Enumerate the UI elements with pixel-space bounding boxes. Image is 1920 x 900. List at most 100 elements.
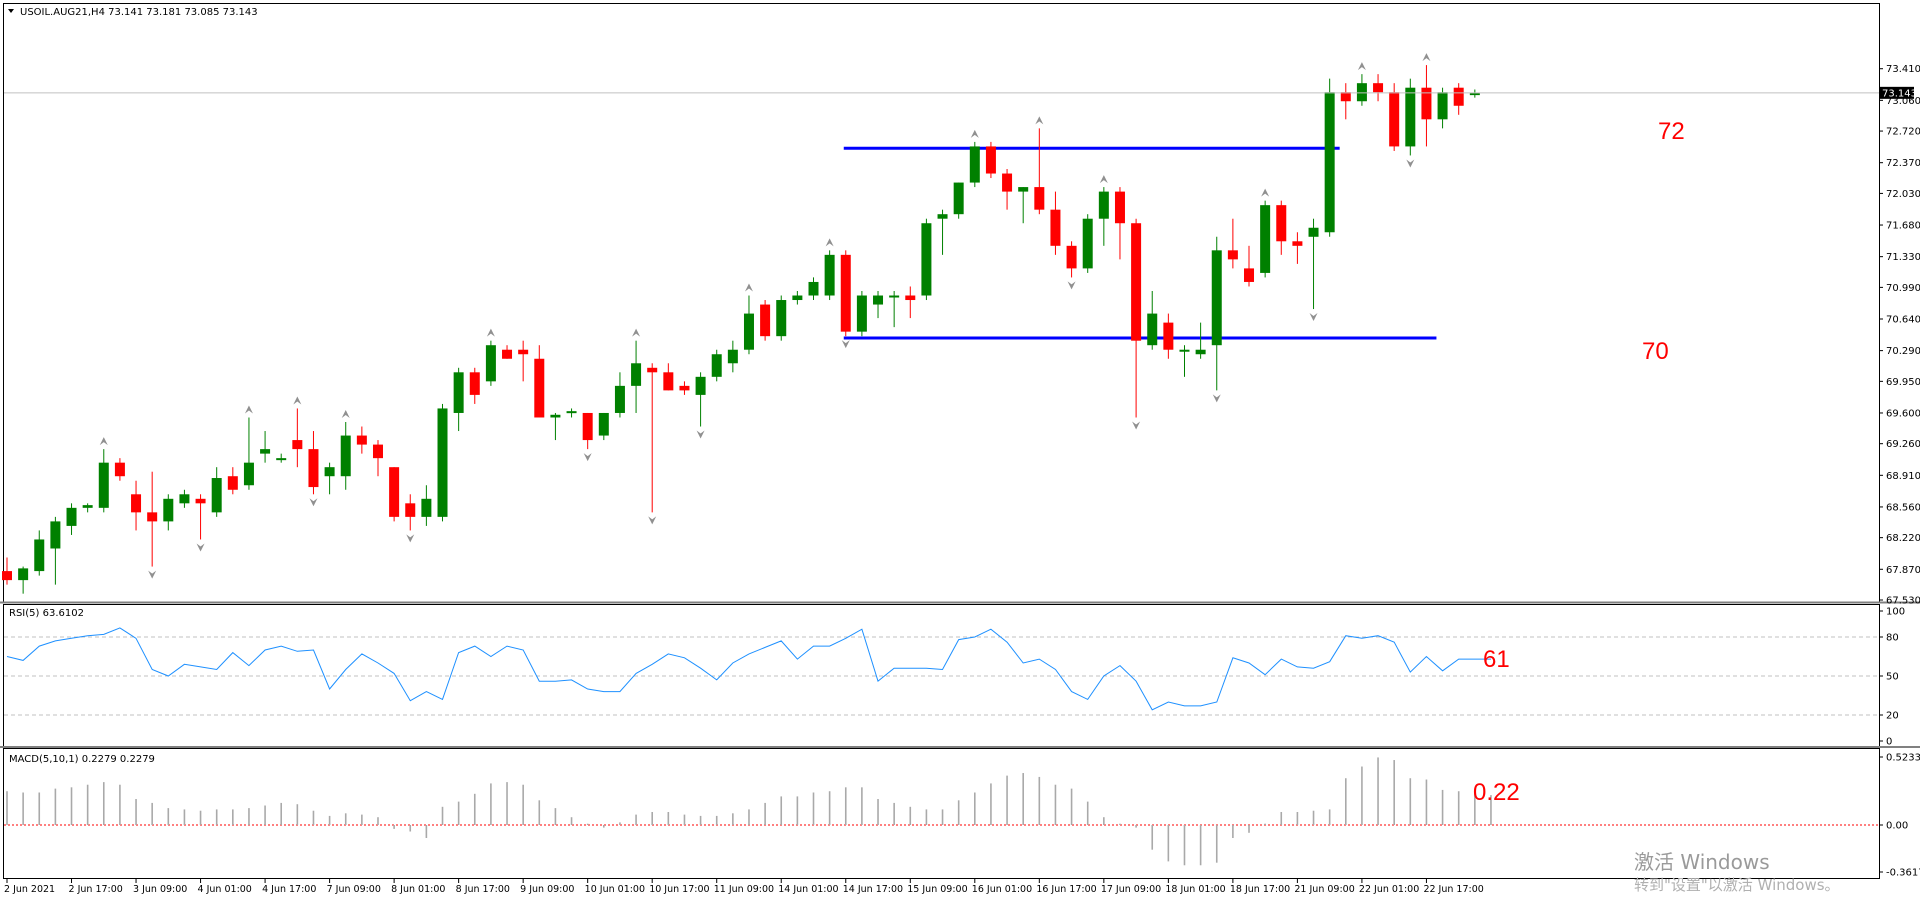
candle-bear xyxy=(389,467,400,517)
windows-activation-subtitle: 转到"设置"以激活 Windows。 xyxy=(1634,876,1840,894)
candle-bull xyxy=(1098,191,1109,219)
price-tick-label: 71.680 xyxy=(1886,221,1920,232)
candle-bull xyxy=(550,414,561,418)
candle-bull xyxy=(1018,187,1029,192)
price-tick-label: 68.910 xyxy=(1886,471,1920,482)
fractal-up-arrow xyxy=(1422,53,1431,62)
fractal-arrows xyxy=(99,53,1431,579)
macd-tick-label: 0.00 xyxy=(1886,820,1908,831)
candle-bear xyxy=(679,385,690,391)
candle-bull xyxy=(1405,87,1416,147)
candle-bull xyxy=(873,295,884,305)
annotation-level-70: 70 xyxy=(1642,338,1669,365)
candle-bear xyxy=(1421,87,1432,120)
price-tick-label: 73.060 xyxy=(1886,96,1920,107)
time-tick-label: 8 Jun 01:00 xyxy=(391,884,445,895)
candle-bull xyxy=(1179,349,1190,352)
collapse-triangle-icon[interactable] xyxy=(8,9,14,13)
candle-bear xyxy=(114,462,125,477)
candle-bull xyxy=(1147,313,1158,346)
candle-bull xyxy=(1211,250,1222,346)
candle-bull xyxy=(1324,92,1335,233)
candle-bear xyxy=(985,146,996,174)
candle-bull xyxy=(631,363,642,386)
candle-bear xyxy=(840,254,851,332)
time-tick-label: 14 Jun 17:00 xyxy=(843,884,903,895)
candle-bear xyxy=(1389,92,1400,147)
candle-bear xyxy=(195,498,206,504)
time-tick-label: 22 Jun 17:00 xyxy=(1423,884,1483,895)
time-tick-label: 4 Jun 17:00 xyxy=(262,884,316,895)
time-tick-label: 8 Jun 17:00 xyxy=(456,884,510,895)
fractal-up-arrow xyxy=(1261,188,1270,197)
price-tick-label: 70.990 xyxy=(1886,283,1920,294)
candle-bear xyxy=(582,412,593,441)
price-tick-label: 72.370 xyxy=(1886,158,1920,169)
candle-bear xyxy=(760,304,771,337)
candle-bear xyxy=(405,503,416,517)
price-tick-label: 70.640 xyxy=(1886,315,1920,326)
rsi-tick-label: 0 xyxy=(1886,737,1892,748)
candle-bull xyxy=(921,223,932,296)
price-tick-label: 72.030 xyxy=(1886,189,1920,200)
time-tick-label: 7 Jun 09:00 xyxy=(327,884,381,895)
time-tick-label: 10 Jun 17:00 xyxy=(649,884,709,895)
symbol-info: USOIL.AUG21,H4 73.141 73.181 73.085 73.1… xyxy=(20,7,258,18)
time-tick-label: 3 Jun 09:00 xyxy=(133,884,187,895)
candle-bear xyxy=(469,372,480,395)
candle-bear xyxy=(292,440,303,450)
candle-bull xyxy=(969,146,980,183)
time-tick-label: 16 Jun 17:00 xyxy=(1036,884,1096,895)
candle-bull xyxy=(856,295,867,332)
candle-bull xyxy=(937,214,948,219)
candle-bull xyxy=(50,521,61,549)
rsi-tick-label: 100 xyxy=(1886,607,1905,618)
fractal-up-arrow xyxy=(632,328,641,337)
candle-bull xyxy=(421,498,432,517)
candle-bull xyxy=(485,345,496,382)
fractal-up-arrow xyxy=(486,328,495,337)
candle-bear xyxy=(663,372,674,391)
rsi-tick-label: 80 xyxy=(1886,633,1899,644)
fractal-up-arrow xyxy=(970,129,979,138)
candle-bull xyxy=(18,568,29,581)
candle-bear xyxy=(2,571,12,581)
current-price-label: 73.143 xyxy=(1882,88,1917,99)
candle-bull xyxy=(695,376,706,395)
annotation-macd-value: 0.22 xyxy=(1473,779,1520,806)
price-tick-label: 67.530 xyxy=(1886,596,1920,607)
candle-bull xyxy=(98,462,109,508)
candle-bull xyxy=(324,467,335,477)
candle-bear xyxy=(1453,87,1464,106)
candle-bull xyxy=(66,507,77,526)
candle-bull xyxy=(340,435,351,477)
fractal-up-arrow xyxy=(1099,175,1108,184)
candle-bear xyxy=(1066,245,1077,269)
annotation-rsi-value: 61 xyxy=(1483,646,1510,673)
fractal-up-arrow xyxy=(1035,116,1044,125)
candle-bear xyxy=(1340,92,1351,102)
candle-bear xyxy=(1292,241,1303,246)
candle-bear xyxy=(147,512,158,522)
fractal-down-arrow xyxy=(309,498,318,507)
time-tick-label: 14 Jun 01:00 xyxy=(778,884,838,895)
fractal-down-arrow xyxy=(1132,421,1141,430)
macd-tick-label: 0.5233 xyxy=(1886,753,1920,764)
fractal-up-arrow xyxy=(825,238,834,247)
fractal-up-arrow xyxy=(99,437,108,446)
candle-bull xyxy=(179,494,190,504)
price-tick-label: 68.220 xyxy=(1886,533,1920,544)
time-tick-label: 17 Jun 09:00 xyxy=(1101,884,1161,895)
candle-bull xyxy=(1260,205,1271,273)
candle-bull xyxy=(243,462,254,486)
candle-bull xyxy=(953,182,964,215)
candle-bear xyxy=(227,476,238,490)
price-tick-label: 69.600 xyxy=(1886,408,1920,419)
candle-bear xyxy=(1276,205,1287,242)
current-price: 73.143 xyxy=(4,86,1917,99)
candles xyxy=(2,65,1480,594)
rsi-title: RSI(5) 63.6102 xyxy=(9,608,84,619)
rsi-tick-label: 20 xyxy=(1886,711,1899,722)
candle-bear xyxy=(534,358,545,418)
